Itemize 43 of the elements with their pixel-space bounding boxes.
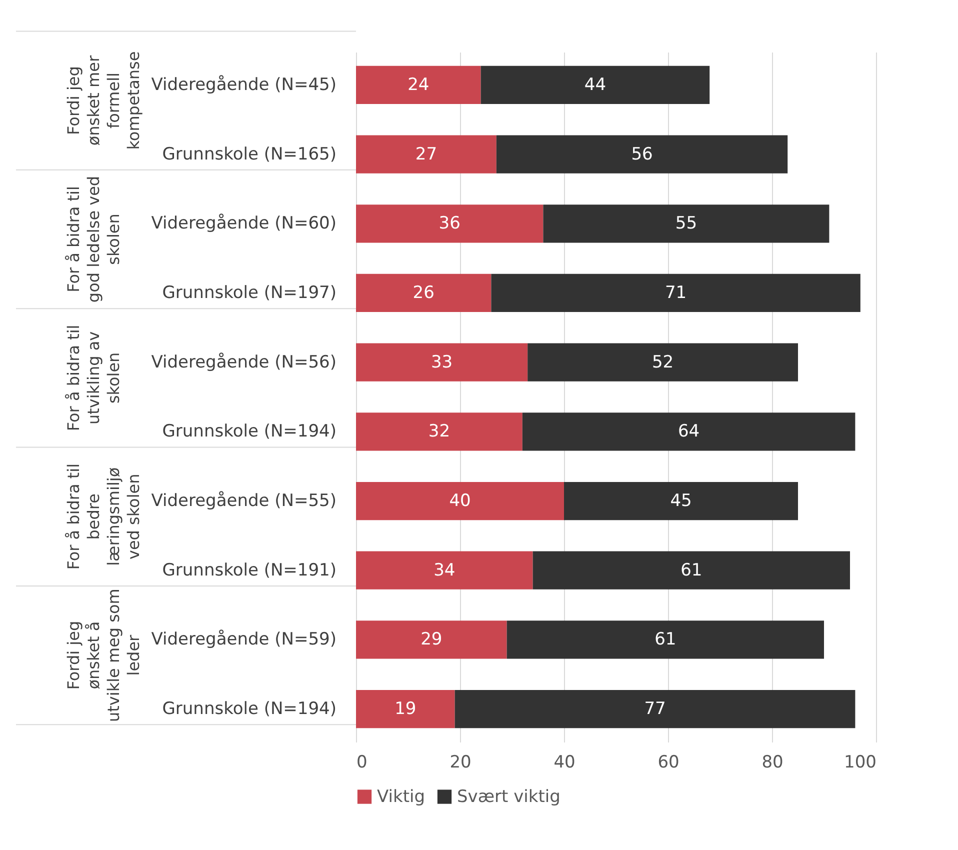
data-label: 61: [680, 560, 702, 580]
y-tick-label: Videregående (N=60): [151, 214, 336, 234]
data-label: 19: [394, 699, 416, 720]
data-label: 36: [438, 214, 460, 234]
legend-label: Svært viktig: [457, 786, 560, 807]
data-label: 34: [434, 560, 456, 580]
text: Fordi jeg ønsket mer formell kompetanse: [64, 51, 143, 150]
data-label: 24: [408, 74, 430, 95]
data-label: 32: [428, 422, 450, 442]
x-tick-label: 40: [554, 752, 576, 772]
y-tick-label: Videregående (N=45): [151, 74, 336, 95]
x-tick-label: 100: [844, 752, 876, 772]
y-tick-label: Videregående (N=59): [151, 630, 336, 650]
data-label: 29: [420, 630, 442, 650]
text: For å bidra til bedre læringsmiljø ved skolen: [64, 463, 143, 570]
data-label: 71: [664, 282, 687, 303]
data-label: 40: [449, 491, 471, 512]
text: Fordi jeg ønsket å utvikle meg som leder: [64, 588, 143, 722]
data-label: 33: [430, 352, 453, 372]
data-label: 52: [652, 352, 674, 372]
data-label: 77: [644, 699, 666, 720]
data-label: 61: [654, 630, 676, 650]
legend-label: Viktig: [377, 786, 426, 807]
text: For å bidra til utvikling av skolen: [64, 324, 123, 432]
x-tick-label: 60: [658, 752, 680, 772]
data-label: 44: [584, 74, 606, 95]
text: For å bidra til god ledelse ved skolen: [64, 176, 123, 303]
y-tick-label: Grunnskole (N=197): [162, 282, 336, 303]
data-label: 45: [670, 491, 692, 512]
data-label: 56: [631, 144, 653, 164]
x-tick-label: 80: [762, 752, 784, 772]
x-tick-label: 20: [450, 752, 472, 772]
data-label: 26: [412, 282, 434, 303]
y-tick-label: Grunnskole (N=165): [162, 144, 336, 164]
y-tick-label: Grunnskole (N=191): [162, 560, 336, 580]
y-tick-label: Grunnskole (N=194): [162, 699, 336, 720]
data-label: 55: [675, 214, 698, 234]
y-tick-label: Videregående (N=55): [151, 491, 336, 512]
x-tick-label: 0: [356, 752, 368, 772]
y-tick-label: Videregående (N=56): [151, 352, 336, 372]
data-label: 27: [415, 144, 438, 164]
data-label: 64: [678, 422, 700, 442]
y-tick-label: Grunnskole (N=194): [162, 422, 336, 442]
